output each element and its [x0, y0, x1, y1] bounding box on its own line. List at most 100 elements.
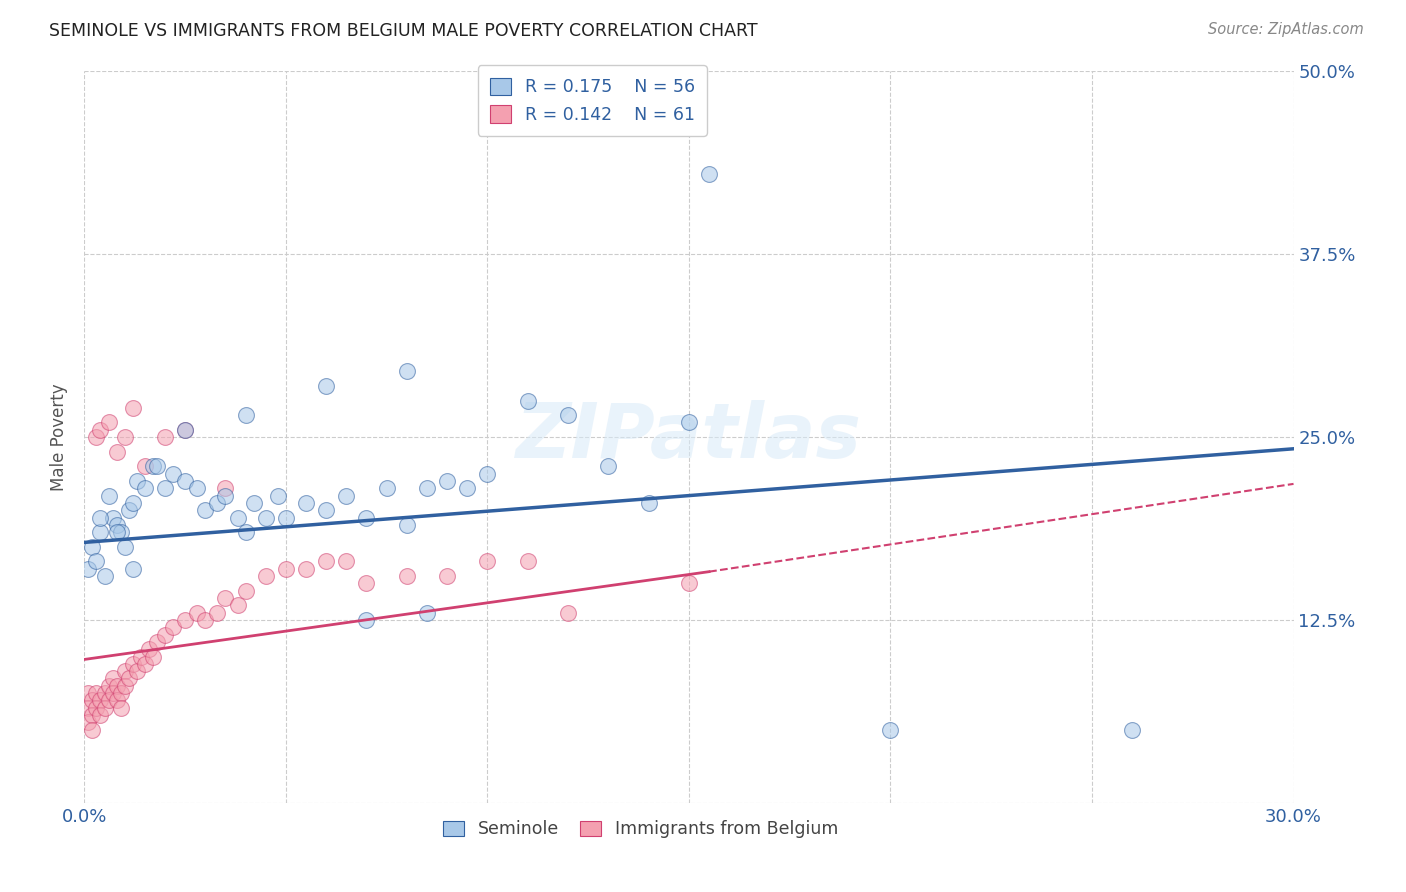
Point: [226, 510, 249, 524]
Point: [121, 657, 143, 671]
Point: [395, 364, 418, 378]
Point: [101, 686, 124, 700]
Point: [162, 620, 184, 634]
Point: [89, 423, 111, 437]
Point: [114, 664, 136, 678]
Point: [110, 686, 132, 700]
Point: [89, 693, 111, 707]
Point: [174, 423, 197, 437]
Point: [97, 489, 120, 503]
Point: [129, 649, 152, 664]
Point: [93, 700, 115, 714]
Y-axis label: Male Poverty: Male Poverty: [51, 384, 69, 491]
Text: Source: ZipAtlas.com: Source: ZipAtlas.com: [1208, 22, 1364, 37]
Point: [186, 481, 208, 495]
Point: [97, 679, 120, 693]
Point: [274, 562, 297, 576]
Point: [97, 416, 120, 430]
Point: [678, 416, 700, 430]
Point: [356, 510, 378, 524]
Point: [114, 540, 136, 554]
Point: [142, 649, 165, 664]
Point: [295, 562, 318, 576]
Point: [477, 554, 499, 568]
Point: [105, 679, 128, 693]
Point: [82, 723, 104, 737]
Point: [134, 657, 156, 671]
Point: [186, 606, 208, 620]
Point: [82, 540, 104, 554]
Point: [1121, 723, 1143, 737]
Point: [97, 693, 120, 707]
Point: [207, 606, 229, 620]
Point: [598, 459, 620, 474]
Point: [456, 481, 478, 495]
Point: [214, 489, 236, 503]
Point: [226, 599, 249, 613]
Point: [86, 700, 108, 714]
Point: [395, 517, 418, 532]
Point: [416, 606, 439, 620]
Point: [114, 679, 136, 693]
Point: [105, 525, 128, 540]
Point: [118, 672, 141, 686]
Point: [254, 569, 277, 583]
Point: [356, 576, 378, 591]
Point: [110, 700, 132, 714]
Point: [174, 423, 197, 437]
Point: [375, 481, 398, 495]
Point: [697, 167, 720, 181]
Point: [153, 627, 176, 641]
Point: [77, 686, 100, 700]
Point: [82, 693, 104, 707]
Point: [146, 459, 169, 474]
Point: [214, 481, 236, 495]
Point: [516, 393, 538, 408]
Point: [77, 562, 100, 576]
Point: [557, 606, 579, 620]
Point: [118, 503, 141, 517]
Point: [105, 517, 128, 532]
Text: ZIPatlas: ZIPatlas: [516, 401, 862, 474]
Point: [77, 700, 100, 714]
Point: [194, 503, 217, 517]
Point: [557, 408, 579, 422]
Point: [142, 459, 165, 474]
Point: [134, 481, 156, 495]
Point: [335, 489, 357, 503]
Point: [101, 510, 124, 524]
Point: [879, 723, 901, 737]
Point: [356, 613, 378, 627]
Point: [125, 474, 148, 488]
Point: [207, 496, 229, 510]
Point: [436, 474, 458, 488]
Point: [274, 510, 297, 524]
Point: [153, 430, 176, 444]
Point: [110, 525, 132, 540]
Point: [121, 562, 143, 576]
Point: [162, 467, 184, 481]
Point: [678, 576, 700, 591]
Point: [235, 583, 257, 598]
Point: [242, 496, 264, 510]
Point: [267, 489, 290, 503]
Point: [93, 569, 115, 583]
Point: [89, 510, 111, 524]
Point: [121, 496, 143, 510]
Point: [516, 554, 538, 568]
Point: [105, 693, 128, 707]
Point: [194, 613, 217, 627]
Point: [315, 379, 337, 393]
Point: [153, 481, 176, 495]
Point: [335, 554, 357, 568]
Point: [86, 430, 108, 444]
Point: [254, 510, 277, 524]
Point: [82, 708, 104, 723]
Point: [295, 496, 318, 510]
Point: [114, 430, 136, 444]
Point: [235, 525, 257, 540]
Point: [235, 408, 257, 422]
Point: [105, 444, 128, 458]
Point: [637, 496, 659, 510]
Point: [146, 635, 169, 649]
